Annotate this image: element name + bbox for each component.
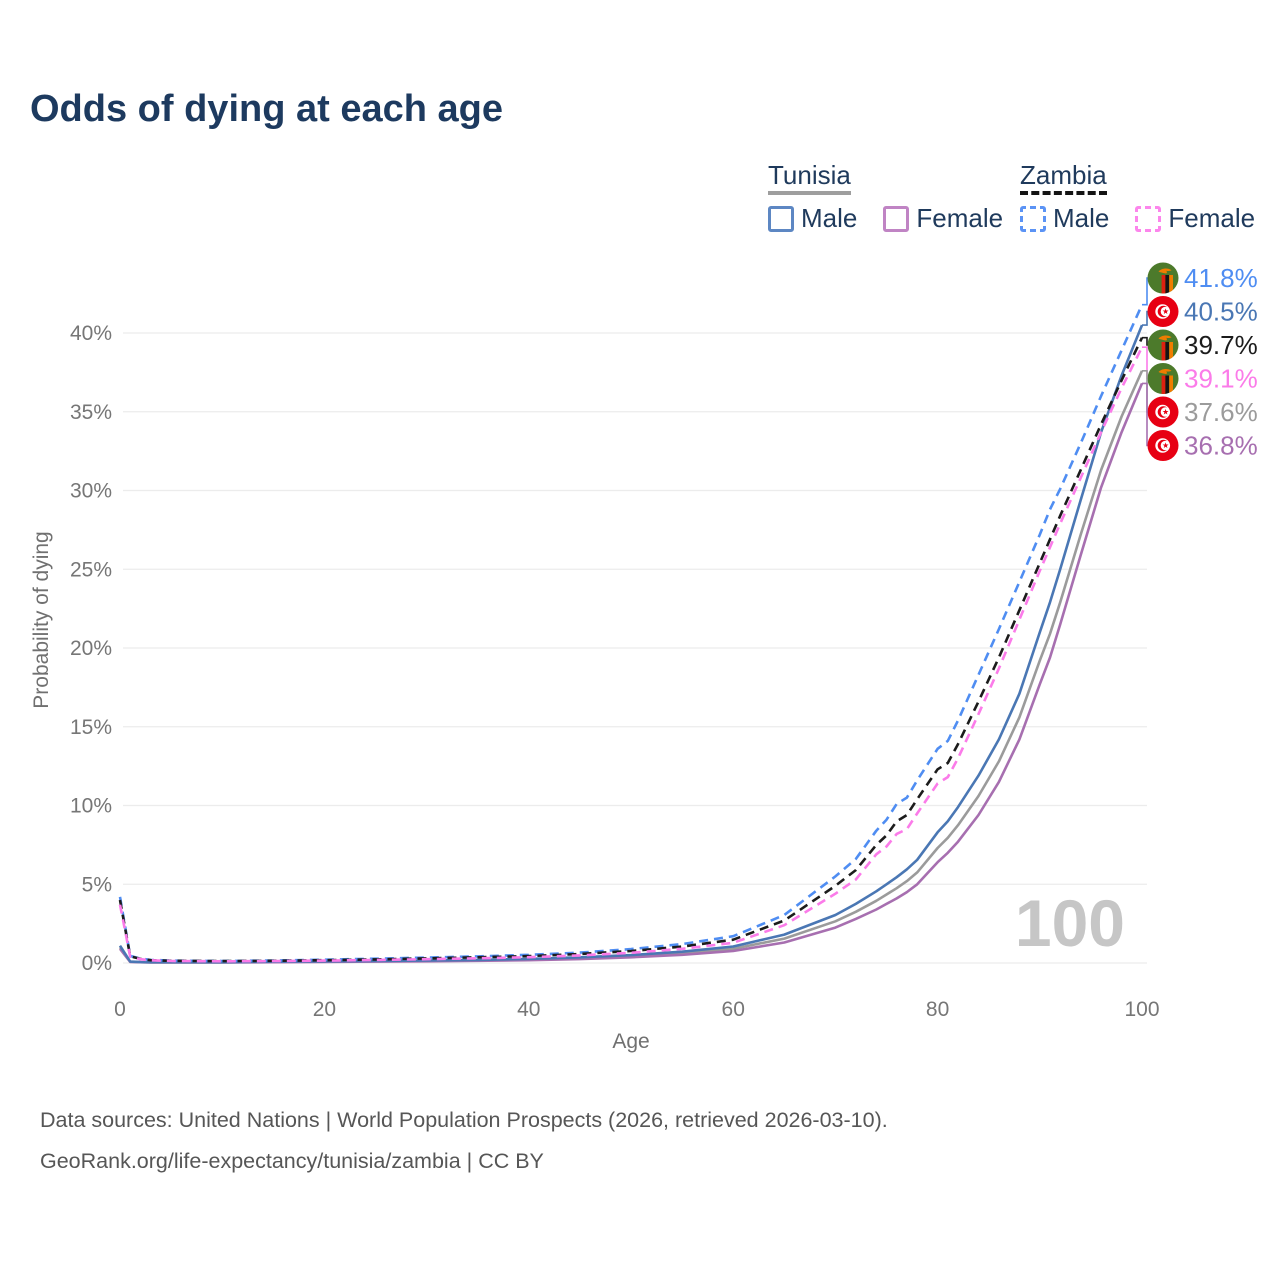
page-title: Odds of dying at each age — [30, 88, 503, 130]
legend-swatch-tunisia-male — [768, 205, 794, 232]
y-tick-label: 0% — [82, 952, 112, 975]
legend-group-tunisia: Tunisia Male Female — [768, 160, 1003, 234]
y-tick-label: 30% — [70, 480, 112, 503]
legend-group-zambia: Zambia Male Female — [1020, 160, 1255, 234]
y-axis-title: Probability of dying — [30, 531, 53, 708]
hover-age-watermark: 100 — [1015, 886, 1125, 960]
footer: Data sources: United Nations | World Pop… — [40, 1100, 888, 1182]
end-label-value-tunisia-male: 40.5% — [1184, 297, 1258, 327]
y-tick-label: 15% — [70, 716, 112, 739]
x-tick-label: 0 — [114, 998, 126, 1021]
y-tick-label: 40% — [70, 322, 112, 345]
x-tick-label: 40 — [517, 998, 540, 1021]
legend-swatch-zambia-male — [1020, 205, 1046, 232]
x-axis-title: Age — [612, 1030, 649, 1053]
x-tick-label: 100 — [1124, 998, 1159, 1021]
legend-item-tunisia-male[interactable]: Male — [768, 203, 857, 234]
end-label-value-zambia-female: 39.1% — [1184, 364, 1258, 394]
legend-label-tunisia-male: Male — [801, 203, 858, 233]
legend-label-tunisia-female: Female — [916, 203, 1004, 233]
series-line-zambia-female[interactable] — [118, 346, 1144, 963]
end-label-value-zambia-male: 41.8% — [1184, 263, 1258, 293]
y-tick-label: 5% — [82, 873, 112, 896]
tunisia-flag-icon — [1147, 396, 1179, 428]
legend-item-zambia-male[interactable]: Male — [1020, 203, 1109, 234]
x-tick-label: 80 — [926, 998, 949, 1021]
end-label-value-tunisia-female: 36.8% — [1184, 431, 1258, 461]
y-tick-label: 35% — [70, 401, 112, 424]
legend-item-tunisia-female[interactable]: Female — [883, 203, 1003, 234]
y-tick-label: 20% — [70, 637, 112, 660]
y-tick-label: 25% — [70, 558, 112, 581]
legend-swatch-zambia-female — [1135, 205, 1162, 232]
legend-label-zambia-female: Female — [1168, 203, 1256, 233]
legend-swatch-tunisia-female — [883, 205, 910, 232]
plot-area[interactable] — [120, 268, 1142, 967]
tunisia-flag-icon — [1147, 430, 1179, 461]
data-source-line: Data sources: United Nations | World Pop… — [40, 1108, 888, 1132]
legend-item-zambia-female[interactable]: Female — [1135, 203, 1255, 234]
zambia-flag-icon — [1147, 329, 1179, 361]
end-label-value-zambia-both: 39.7% — [1184, 330, 1258, 360]
tunisia-flag-icon — [1147, 296, 1179, 327]
zambia-flag-icon — [1147, 363, 1179, 394]
x-tick-label: 20 — [313, 998, 336, 1021]
attribution-line: GeoRank.org/life-expectancy/tunisia/zamb… — [40, 1149, 544, 1173]
legend-label-zambia-male: Male — [1053, 203, 1110, 233]
zambia-flag-icon — [1147, 262, 1179, 294]
end-label-value-tunisia-both: 37.6% — [1184, 397, 1258, 427]
legend-country-zambia[interactable]: Zambia — [1020, 160, 1107, 195]
x-tick-label: 60 — [722, 998, 745, 1021]
y-tick-label: 10% — [70, 795, 112, 818]
legend-country-tunisia[interactable]: Tunisia — [768, 160, 851, 195]
